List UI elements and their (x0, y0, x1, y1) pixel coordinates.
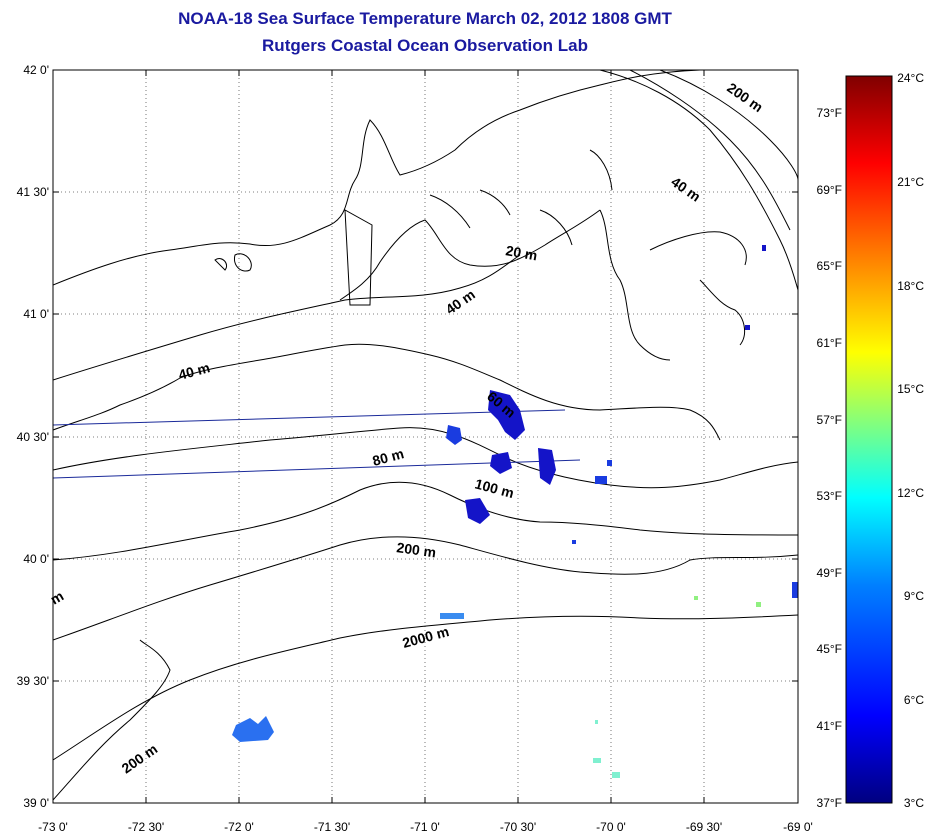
celsius-label: 12°C (897, 486, 924, 500)
depth-contours (53, 70, 798, 801)
lon-label: -69 30' (686, 820, 722, 834)
celsius-label: 15°C (897, 382, 924, 396)
frame-ticks (53, 70, 798, 803)
latitude-axis: 42 0' 41 30' 41 0' 40 30' 40 0' 39 30' 3… (17, 63, 49, 810)
fahrenheit-label: 49°F (817, 566, 842, 580)
contour-label-40m-west: 40 m (177, 359, 212, 383)
contour-label-20m: 20 m (504, 242, 538, 263)
sst-pixels (232, 245, 798, 778)
celsius-label: 6°C (904, 693, 924, 707)
longitude-axis: -73 0' -72 30' -72 0' -71 30' -71 0' -70… (38, 820, 813, 834)
fahrenheit-label: 65°F (817, 259, 842, 273)
lon-label: -69 0' (783, 820, 813, 834)
contour-label-200m-ne: 200 m (724, 79, 766, 115)
graticule (53, 70, 798, 803)
fahrenheit-label: 37°F (817, 796, 842, 810)
lat-label: 42 0' (23, 63, 49, 77)
lon-label: -71 0' (410, 820, 440, 834)
celsius-label: 3°C (904, 796, 924, 810)
lat-label: 39 30' (17, 674, 49, 688)
colorbar (845, 75, 893, 804)
lat-label: 40 0' (23, 552, 49, 566)
contour-label-80m: 80 m (371, 445, 406, 469)
lat-label: 41 0' (23, 307, 49, 321)
celsius-label: 18°C (897, 279, 924, 293)
fahrenheit-label: 53°F (817, 489, 842, 503)
contour-label-40m-ne: 40 m (668, 173, 703, 204)
map-title: NOAA-18 Sea Surface Temperature March 02… (178, 9, 672, 28)
lon-label: -73 0' (38, 820, 68, 834)
lat-label: 40 30' (17, 430, 49, 444)
celsius-label: 24°C (897, 71, 924, 85)
coastline (53, 70, 747, 361)
contour-label-100m: 100 m (473, 475, 515, 501)
contour-label-200m-sw: 200 m (119, 741, 161, 777)
fahrenheit-label: 57°F (817, 413, 842, 427)
lon-label: -72 0' (224, 820, 254, 834)
contour-label-200m-mid: 200 m (396, 539, 438, 560)
fahrenheit-label: 45°F (817, 642, 842, 656)
lat-label: 41 30' (17, 185, 49, 199)
celsius-label: 21°C (897, 175, 924, 189)
lon-label: -71 30' (314, 820, 350, 834)
fahrenheit-label: 41°F (817, 719, 842, 733)
lat-label: 39 0' (23, 796, 49, 810)
contour-label-2000m: 2000 m (401, 623, 451, 651)
celsius-label: 9°C (904, 589, 924, 603)
fahrenheit-scale: 73°F 69°F 65°F 61°F 57°F 53°F 49°F 45°F … (817, 106, 842, 810)
fahrenheit-label: 69°F (817, 183, 842, 197)
contour-label-m-edge: m (48, 588, 67, 608)
lon-label: -70 30' (500, 820, 536, 834)
lon-label: -70 0' (596, 820, 626, 834)
fahrenheit-label: 73°F (817, 106, 842, 120)
map-subtitle: Rutgers Coastal Ocean Observation Lab (262, 36, 588, 55)
lon-label: -72 30' (128, 820, 164, 834)
fahrenheit-label: 61°F (817, 336, 842, 350)
celsius-scale: 24°C 21°C 18°C 15°C 12°C 9°C 6°C 3°C (897, 71, 924, 810)
